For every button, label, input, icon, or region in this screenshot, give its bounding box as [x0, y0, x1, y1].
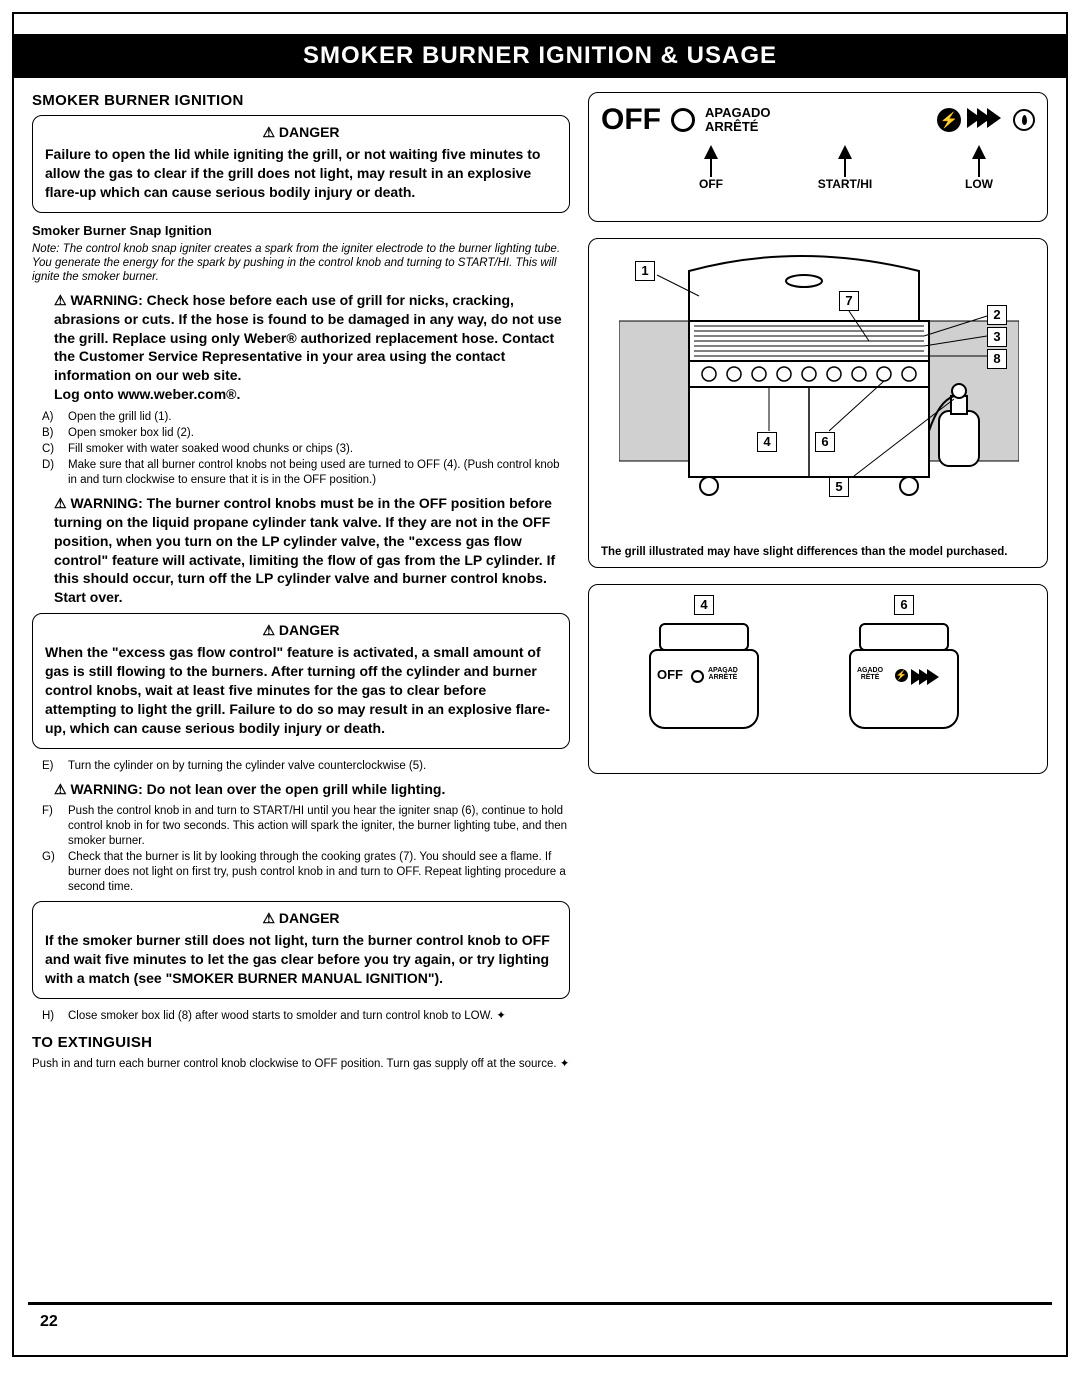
- step-label: F): [42, 804, 60, 849]
- bolt-icon: ⚡: [895, 669, 908, 682]
- step-text: Open the grill lid (1).: [68, 410, 570, 425]
- flame-triangles-icon: [911, 669, 951, 685]
- callout-2: 2: [987, 305, 1007, 325]
- pos-start-label: START/HI: [805, 177, 885, 191]
- step-label: E): [42, 759, 60, 774]
- knob-body: OFF APAGADARRÊTÉ: [649, 649, 759, 729]
- small-flame-icon: [1013, 109, 1035, 131]
- position-row: OFF START/HI LOW: [601, 145, 1035, 191]
- pos-off: OFF: [671, 145, 751, 191]
- knob-off-text: OFF: [657, 667, 683, 682]
- knob-4-detail: 4 OFF APAGADARRÊTÉ: [649, 595, 759, 729]
- steps-a-d: A) Open the grill lid (1). B) Open smoker …: [32, 410, 570, 488]
- knob-top: [659, 623, 749, 651]
- step-text: Turn the cylinder on by turning the cyli…: [68, 759, 570, 774]
- danger-box-3: ⚠ DANGER If the smoker burner still does…: [32, 901, 570, 999]
- steps-f-g: F)Push the control knob in and turn to S…: [32, 804, 570, 895]
- page-number: 22: [40, 1313, 58, 1331]
- pos-low-label: LOW: [939, 177, 1019, 191]
- knob-circle-icon: [671, 108, 695, 132]
- knob-body: AGADORÊTÉ ⚡: [849, 649, 959, 729]
- snap-ignition-heading: Smoker Burner Snap Ignition: [32, 223, 570, 238]
- danger-label: ⚠ DANGER: [45, 622, 557, 639]
- callout-3: 3: [987, 327, 1007, 347]
- callout-6: 6: [815, 432, 835, 452]
- step-label: C): [42, 442, 60, 457]
- footer-rule: [28, 1302, 1052, 1305]
- step-label: D): [42, 458, 60, 488]
- danger-box-1: ⚠ DANGER Failure to open the lid while i…: [32, 115, 570, 213]
- page-title: SMOKER BURNER IGNITION & USAGE: [14, 34, 1066, 78]
- pos-off-label: OFF: [671, 177, 751, 191]
- step-text: Push the control knob in and turn to STA…: [68, 804, 570, 849]
- step-e: E) Turn the cylinder on by turning the cy…: [32, 759, 570, 774]
- knob-position-panel: OFF APAGADO ARRÊTÉ ⚡ O: [588, 92, 1048, 222]
- danger-label: ⚠ DANGER: [45, 910, 557, 927]
- extinguish-text: Push in and turn each burner control kno…: [32, 1057, 570, 1072]
- grill-note: The grill illustrated may have slight di…: [601, 545, 1007, 559]
- knob-detail-panel: 4 OFF APAGADARRÊTÉ 6 AGA: [588, 584, 1048, 774]
- step-text: Check that the burner is lit by looking …: [68, 850, 570, 895]
- right-column: OFF APAGADO ARRÊTÉ ⚡ O: [588, 92, 1048, 1072]
- warning-off-position: ⚠ WARNING: The burner control knobs must…: [32, 494, 570, 607]
- pos-start: START/HI: [805, 145, 885, 191]
- warning-hose: ⚠ WARNING: Check hose before each use of…: [32, 291, 570, 404]
- knob-lang: AGADORÊTÉ: [857, 667, 883, 681]
- step-text: Close smoker box lid (8) after wood star…: [68, 1009, 570, 1024]
- knob-circle-icon: [691, 670, 704, 683]
- danger-text: When the "excess gas flow control" featu…: [45, 643, 557, 737]
- danger-text: Failure to open the lid while igniting t…: [45, 145, 557, 202]
- columns: SMOKER BURNER IGNITION ⚠ DANGER Failure …: [14, 78, 1066, 1072]
- page-border: SMOKER BURNER IGNITION & USAGE SMOKER BU…: [12, 12, 1068, 1357]
- step-h: H) Close smoker box lid (8) after wood st…: [32, 1009, 570, 1024]
- note-text: Note: The control knob snap igniter crea…: [32, 242, 570, 285]
- danger-box-2: ⚠ DANGER When the "excess gas flow contr…: [32, 613, 570, 748]
- grill-diagram-panel: 1 7 2 3 8 4 6 5 The grill illustrated ma…: [588, 238, 1048, 568]
- callout-4: 4: [757, 432, 777, 452]
- callout-6b: 6: [894, 595, 914, 615]
- extinguish-heading: TO EXTINGUISH: [32, 1034, 570, 1051]
- callout-7: 7: [839, 291, 859, 311]
- step-text: Open smoker box lid (2).: [68, 426, 570, 441]
- step-label: H): [42, 1009, 60, 1024]
- danger-label: ⚠ DANGER: [45, 124, 557, 141]
- danger-text: If the smoker burner still does not ligh…: [45, 931, 557, 988]
- apagado-label: APAGADO: [705, 105, 770, 120]
- knob-lang: APAGADARRÊTÉ: [708, 667, 738, 681]
- step-label: A): [42, 410, 60, 425]
- arrete-label: ARRÊTÉ: [705, 119, 758, 134]
- flame-triangles-icon: [971, 108, 1001, 133]
- step-label: B): [42, 426, 60, 441]
- bolt-icon: ⚡: [937, 108, 961, 132]
- pos-low: LOW: [939, 145, 1019, 191]
- knob-top: [859, 623, 949, 651]
- left-column: SMOKER BURNER IGNITION ⚠ DANGER Failure …: [32, 92, 570, 1072]
- grill-illustration: [619, 251, 1019, 521]
- multilang-labels: APAGADO ARRÊTÉ: [705, 106, 770, 135]
- callout-8: 8: [987, 349, 1007, 369]
- callout-4b: 4: [694, 595, 714, 615]
- warning-lean: ⚠ WARNING: Do not lean over the open gri…: [32, 780, 570, 799]
- off-label: OFF: [601, 103, 661, 137]
- step-label: G): [42, 850, 60, 895]
- step-text: Make sure that all burner control knobs …: [68, 458, 570, 488]
- knob-6-detail: 6 AGADORÊTÉ ⚡: [849, 595, 959, 729]
- callout-1: 1: [635, 261, 655, 281]
- callout-5: 5: [829, 477, 849, 497]
- section-heading: SMOKER BURNER IGNITION: [32, 92, 570, 109]
- step-text: Fill smoker with water soaked wood chunk…: [68, 442, 570, 457]
